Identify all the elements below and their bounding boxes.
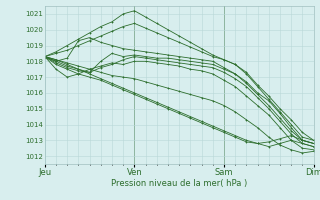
X-axis label: Pression niveau de la mer( hPa ): Pression niveau de la mer( hPa ) xyxy=(111,179,247,188)
